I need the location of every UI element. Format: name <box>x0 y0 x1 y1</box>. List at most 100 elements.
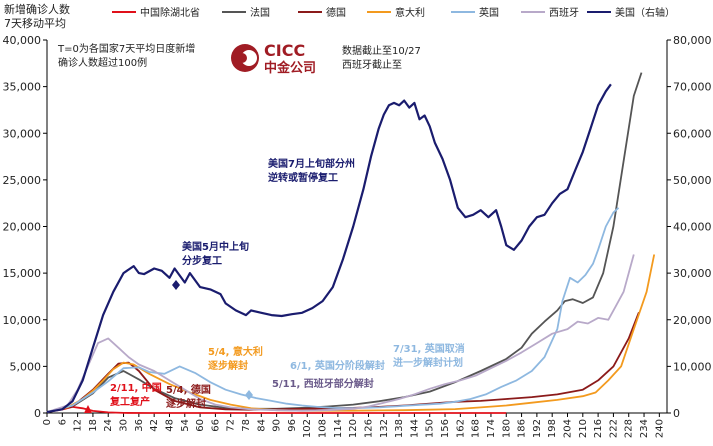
y-tick-label-left: 25,000 <box>3 174 42 187</box>
legend-label-4: 英国 <box>479 6 499 19</box>
y-tick-label-right: 20,000 <box>673 314 712 327</box>
x-tick-label: 126 <box>363 419 374 438</box>
x-tick-label: 114 <box>333 419 344 438</box>
y-tick-label-left: 40,000 <box>3 34 42 47</box>
x-tick-label: 18 <box>88 419 99 432</box>
x-tick-label: 6 <box>57 419 68 425</box>
y-tick-label-right: 80,000 <box>673 34 712 47</box>
annotation-spain: 5/11, 西班牙部分解封 <box>272 377 374 390</box>
y-tick-label-right: 0 <box>673 407 680 420</box>
source-note-line1: 数据截止至10/27 <box>342 44 421 57</box>
x-tick-label: 60 <box>195 419 206 432</box>
y-tick-label-left: 35,000 <box>3 81 42 94</box>
note-line2: 确诊人数超过100例 <box>58 56 147 69</box>
china-marker-icon <box>84 405 92 413</box>
cicc-logo: CICC 中金公司 <box>231 41 316 76</box>
x-tick-label: 102 <box>302 419 313 438</box>
cicc-logo-text: CICC <box>264 41 305 60</box>
x-tick-label: 72 <box>226 419 237 432</box>
legend-label-6: 美国（右轴） <box>615 6 675 19</box>
x-tick-label: 42 <box>149 419 160 432</box>
x-tick-label: 138 <box>394 419 405 438</box>
svg-text:5/4, 意大利: 5/4, 意大利 <box>208 345 263 358</box>
annotation-us-july: 美国7月上旬部分州 逆转或暂停复工 <box>268 157 355 184</box>
italy-marker-icon <box>245 390 253 400</box>
x-tick-label: 0 <box>42 419 53 425</box>
x-tick-label: 210 <box>578 419 589 438</box>
svg-text:5/11, 西班牙部分解封: 5/11, 西班牙部分解封 <box>272 377 374 390</box>
annotation-uk-june: 6/1, 英国分阶段解封 <box>290 359 385 372</box>
x-tick-label: 96 <box>287 419 298 432</box>
y-tick-label-right: 10,000 <box>673 360 712 373</box>
x-tick-label: 36 <box>134 419 145 432</box>
svg-text:复工复产: 复工复产 <box>109 395 150 408</box>
legend-label-0: 中国除湖北省 <box>140 6 200 19</box>
y-tick-label-left: 20,000 <box>3 221 42 234</box>
ytitle-left-line2: 7天移动平均 <box>4 17 66 30</box>
x-tick-label: 132 <box>379 419 390 438</box>
legend-label-5: 西班牙 <box>549 7 579 19</box>
series-line-5 <box>46 254 635 413</box>
legend-label-2: 德国 <box>326 6 346 19</box>
annotation-germany: 5/4, 德国 逐步解封 <box>166 383 211 410</box>
annotation-uk-july: 7/31, 英国取消 进一步解封计划 <box>393 342 465 369</box>
legend-label-1: 法国 <box>250 6 270 19</box>
svg-text:2/11, 中国: 2/11, 中国 <box>110 381 162 394</box>
x-tick-label: 204 <box>562 419 573 438</box>
series-layer <box>46 72 656 414</box>
ytitle-left-line1: 新增确诊人数 <box>4 2 70 16</box>
svg-text:7/31, 英国取消: 7/31, 英国取消 <box>393 342 465 355</box>
cicc-logo-subtext: 中金公司 <box>264 60 316 76</box>
note-line1: T=0为各国家7天平均日度新增 <box>57 42 195 55</box>
x-tick-label: 156 <box>440 419 451 438</box>
x-tick-label: 192 <box>532 419 543 438</box>
x-tick-label: 150 <box>425 419 436 438</box>
x-tick-label: 54 <box>180 419 191 432</box>
svg-text:逐步解封: 逐步解封 <box>166 397 206 410</box>
y-tick-label-right: 70,000 <box>673 81 712 94</box>
x-tick-label: 30 <box>119 419 130 432</box>
annotation-china: 2/11, 中国 复工复产 <box>109 381 162 408</box>
x-tick-label: 84 <box>256 419 267 432</box>
x-tick-label: 180 <box>501 419 512 438</box>
svg-text:美国5月中上旬: 美国5月中上旬 <box>182 240 249 253</box>
x-tick-label: 66 <box>210 419 221 432</box>
legend: 中国除湖北省 法国 德国 意大利 英国 西班牙 美国（右轴） <box>112 6 675 19</box>
series-line-6 <box>46 83 612 414</box>
x-tick-label: 120 <box>348 419 359 438</box>
x-tick-label: 24 <box>103 419 114 432</box>
x-tick-label: 78 <box>241 419 252 432</box>
source-note-line2: 西班牙截止至 <box>342 58 402 71</box>
y-tick-label-right: 30,000 <box>673 267 712 280</box>
y-tick-label-right: 40,000 <box>673 221 712 234</box>
x-tick-label: 168 <box>471 419 482 438</box>
y-tick-label-left: 0 <box>34 407 41 420</box>
axes: 0 5,000 10,000 15,000 20,000 25,000 30,000 35,0… <box>3 34 712 438</box>
x-tick-label: 234 <box>639 419 650 438</box>
annotation-us-may: 美国5月中上旬 分步复工 <box>182 240 249 267</box>
x-tick-label: 48 <box>164 419 175 432</box>
x-tick-label: 222 <box>608 419 619 438</box>
y-tick-label-left: 10,000 <box>3 314 42 327</box>
y-tick-label-right: 50,000 <box>673 174 712 187</box>
x-tick-label: 216 <box>593 419 604 438</box>
series-line-4 <box>46 207 620 413</box>
annotation-italy: 5/4, 意大利 逐步解封 <box>208 345 263 372</box>
x-tick-label: 186 <box>517 419 528 438</box>
x-tick-label: 228 <box>624 419 635 438</box>
y-tick-label-left: 5,000 <box>10 360 42 373</box>
svg-text:美国7月上旬部分州: 美国7月上旬部分州 <box>268 157 355 170</box>
y-tick-label-left: 30,000 <box>3 127 42 140</box>
x-tick-label: 90 <box>272 419 283 432</box>
y-tick-label-right: 60,000 <box>673 127 712 140</box>
legend-label-3: 意大利 <box>395 6 425 19</box>
svg-text:逐步解封: 逐步解封 <box>208 359 248 372</box>
x-tick-label: 144 <box>409 419 420 438</box>
svg-text:进一步解封计划: 进一步解封计划 <box>393 356 463 369</box>
svg-text:逆转或暂停复工: 逆转或暂停复工 <box>268 171 338 184</box>
svg-text:6/1, 英国分阶段解封: 6/1, 英国分阶段解封 <box>290 359 385 372</box>
svg-text:分步复工: 分步复工 <box>182 254 222 267</box>
x-tick-label: 108 <box>318 419 329 438</box>
x-tick-label: 240 <box>654 419 665 438</box>
